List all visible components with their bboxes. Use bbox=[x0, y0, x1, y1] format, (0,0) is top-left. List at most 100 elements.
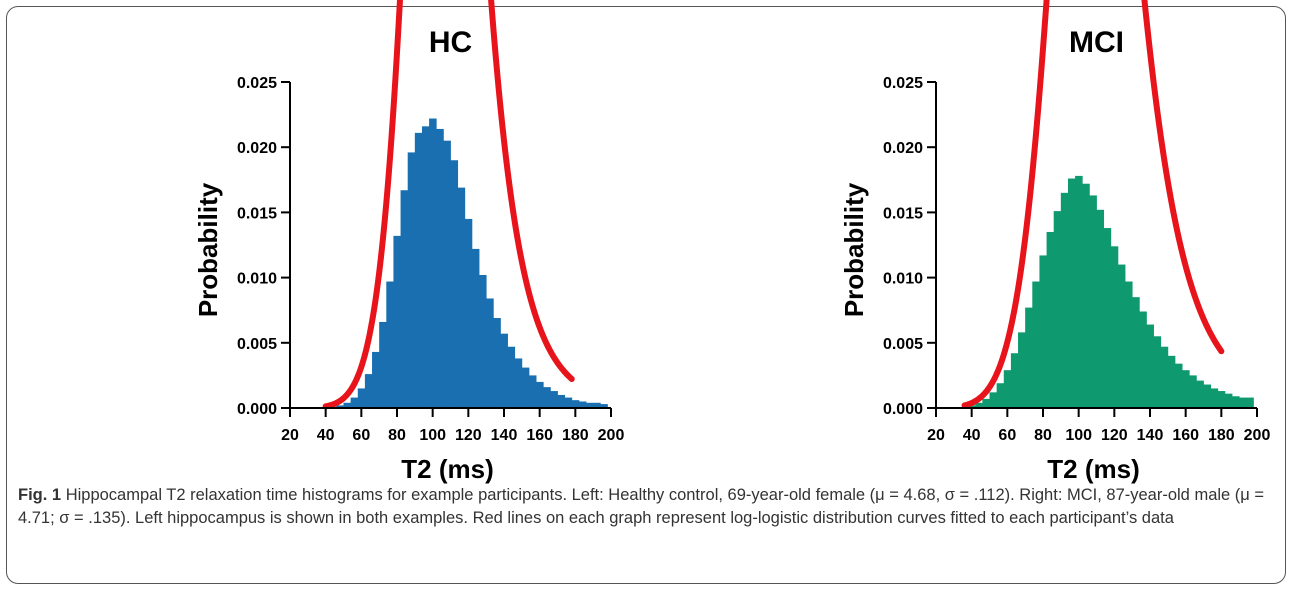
x-tick-label: 80 bbox=[388, 427, 406, 444]
histogram-bar bbox=[464, 218, 473, 408]
histogram-chart-mci: MCI 0.000 0.005 0.010 0.015 0.020 0.025 20 40 60 8… bbox=[839, 0, 1271, 484]
x-tick-label: 40 bbox=[317, 427, 335, 444]
histogram-bar bbox=[1010, 353, 1019, 408]
histogram-bar bbox=[386, 281, 394, 408]
histogram-bar bbox=[1139, 311, 1147, 408]
x-tick-label: 40 bbox=[963, 427, 981, 444]
histogram-bar bbox=[1117, 264, 1126, 408]
histogram-bar bbox=[521, 367, 530, 408]
x-axis-label: T2 (ms) bbox=[401, 454, 493, 484]
x-tick-label: 80 bbox=[1034, 427, 1052, 444]
histogram-bar bbox=[1217, 391, 1226, 408]
histogram-bar bbox=[414, 132, 423, 408]
histogram-bar bbox=[372, 351, 380, 408]
x-tick-label: 60 bbox=[998, 427, 1016, 444]
chart-panel-mci: MCI 0.000 0.005 0.010 0.015 0.020 0.025 20 40 60 8… bbox=[646, 0, 1286, 484]
chart-title: MCI bbox=[1069, 26, 1124, 59]
histogram-bar bbox=[564, 397, 573, 408]
histogram-bar bbox=[500, 333, 508, 408]
histogram-bar bbox=[586, 402, 594, 408]
histogram-bar bbox=[514, 358, 523, 408]
histogram-bar bbox=[1246, 397, 1254, 408]
histogram-bar bbox=[557, 394, 566, 408]
histogram-bar bbox=[1232, 396, 1240, 408]
histogram-bar bbox=[578, 401, 587, 408]
histogram-bar bbox=[450, 160, 459, 408]
y-tick-label: 0.015 bbox=[237, 205, 277, 222]
x-axis-label: T2 (ms) bbox=[1047, 454, 1139, 484]
y-tick-label: 0.025 bbox=[883, 75, 923, 92]
histogram-bar bbox=[457, 187, 466, 408]
x-tick-label: 140 bbox=[491, 427, 518, 444]
y-axis-label: Probability bbox=[193, 182, 223, 317]
histogram-bar bbox=[1103, 228, 1112, 408]
histogram-bar bbox=[343, 402, 352, 408]
histogram-bar bbox=[1196, 380, 1204, 408]
histogram-bar bbox=[429, 118, 437, 409]
x-tick-label: 20 bbox=[927, 427, 945, 444]
histogram-bar bbox=[1046, 231, 1055, 408]
x-tick-label: 120 bbox=[1101, 427, 1128, 444]
y-tick-label: 0.010 bbox=[883, 271, 923, 288]
x-tick-label: 100 bbox=[419, 427, 446, 444]
histogram-bar bbox=[1075, 175, 1083, 408]
histogram-bar bbox=[1189, 375, 1197, 408]
x-tick-label: 120 bbox=[455, 427, 482, 444]
histogram-bar bbox=[493, 318, 501, 408]
histogram-bar bbox=[357, 388, 366, 408]
x-tick-label: 200 bbox=[1244, 427, 1271, 444]
x-tick-label: 180 bbox=[1208, 427, 1235, 444]
histogram-bar bbox=[336, 405, 344, 408]
fit-curve bbox=[322, 0, 575, 410]
histogram-bar bbox=[1060, 192, 1069, 408]
histogram-bar bbox=[528, 375, 537, 408]
histogram-bar bbox=[1039, 255, 1047, 408]
histogram-bar bbox=[1018, 332, 1026, 408]
histogram-bar bbox=[400, 190, 409, 408]
y-tick-label: 0.020 bbox=[237, 140, 277, 157]
y-tick-label: 0.010 bbox=[237, 271, 277, 288]
histogram-bar bbox=[600, 404, 608, 408]
x-tick-label: 160 bbox=[526, 427, 553, 444]
y-tick-label: 0.000 bbox=[237, 401, 277, 418]
histogram-bars bbox=[329, 118, 608, 409]
histogram-bar bbox=[436, 128, 444, 408]
histogram-bars bbox=[968, 175, 1254, 408]
histogram-bar bbox=[486, 298, 494, 408]
chart-panel-hc: HC 0.000 0.005 0.010 0.015 0.020 0.025 20 40 60 80… bbox=[0, 0, 640, 484]
x-tick-label: 200 bbox=[598, 427, 625, 444]
histogram-bar bbox=[1239, 397, 1247, 408]
y-tick-label: 0.005 bbox=[237, 336, 277, 353]
histogram-bar bbox=[1203, 384, 1212, 408]
histogram-bar bbox=[471, 248, 480, 408]
x-tick-label: 100 bbox=[1065, 427, 1092, 444]
histogram-bar bbox=[1174, 363, 1183, 408]
histogram-bar bbox=[975, 402, 983, 408]
y-tick-label: 0.015 bbox=[883, 205, 923, 222]
figure-caption: Fig. 1 Hippocampal T2 relaxation time hi… bbox=[18, 484, 1278, 530]
histogram-bar bbox=[1160, 346, 1169, 408]
histogram-bar bbox=[507, 346, 516, 408]
y-tick-label: 0.025 bbox=[237, 75, 277, 92]
x-tick-label: 20 bbox=[281, 427, 299, 444]
histogram-bar bbox=[989, 392, 998, 408]
y-tick-label: 0.005 bbox=[883, 336, 923, 353]
histogram-bar bbox=[593, 402, 601, 408]
histogram-bar bbox=[1053, 211, 1062, 408]
histogram-bar bbox=[1153, 336, 1162, 408]
histogram-bar bbox=[1096, 209, 1105, 408]
histogram-bar bbox=[350, 397, 359, 408]
histogram-bar bbox=[1167, 355, 1176, 408]
y-tick-label: 0.000 bbox=[883, 401, 923, 418]
histogram-bar bbox=[1146, 324, 1154, 408]
x-tick-label: 180 bbox=[562, 427, 589, 444]
histogram-bar bbox=[1125, 281, 1133, 408]
histogram-bar bbox=[1089, 195, 1097, 408]
histogram-bar bbox=[364, 374, 373, 408]
histogram-bar bbox=[1025, 307, 1033, 408]
y-axis-label: Probability bbox=[839, 182, 869, 317]
caption-lead: Fig. 1 bbox=[18, 486, 62, 504]
histogram-bar bbox=[550, 391, 558, 408]
x-tick-label: 140 bbox=[1137, 427, 1164, 444]
histogram-bar bbox=[1110, 246, 1119, 408]
